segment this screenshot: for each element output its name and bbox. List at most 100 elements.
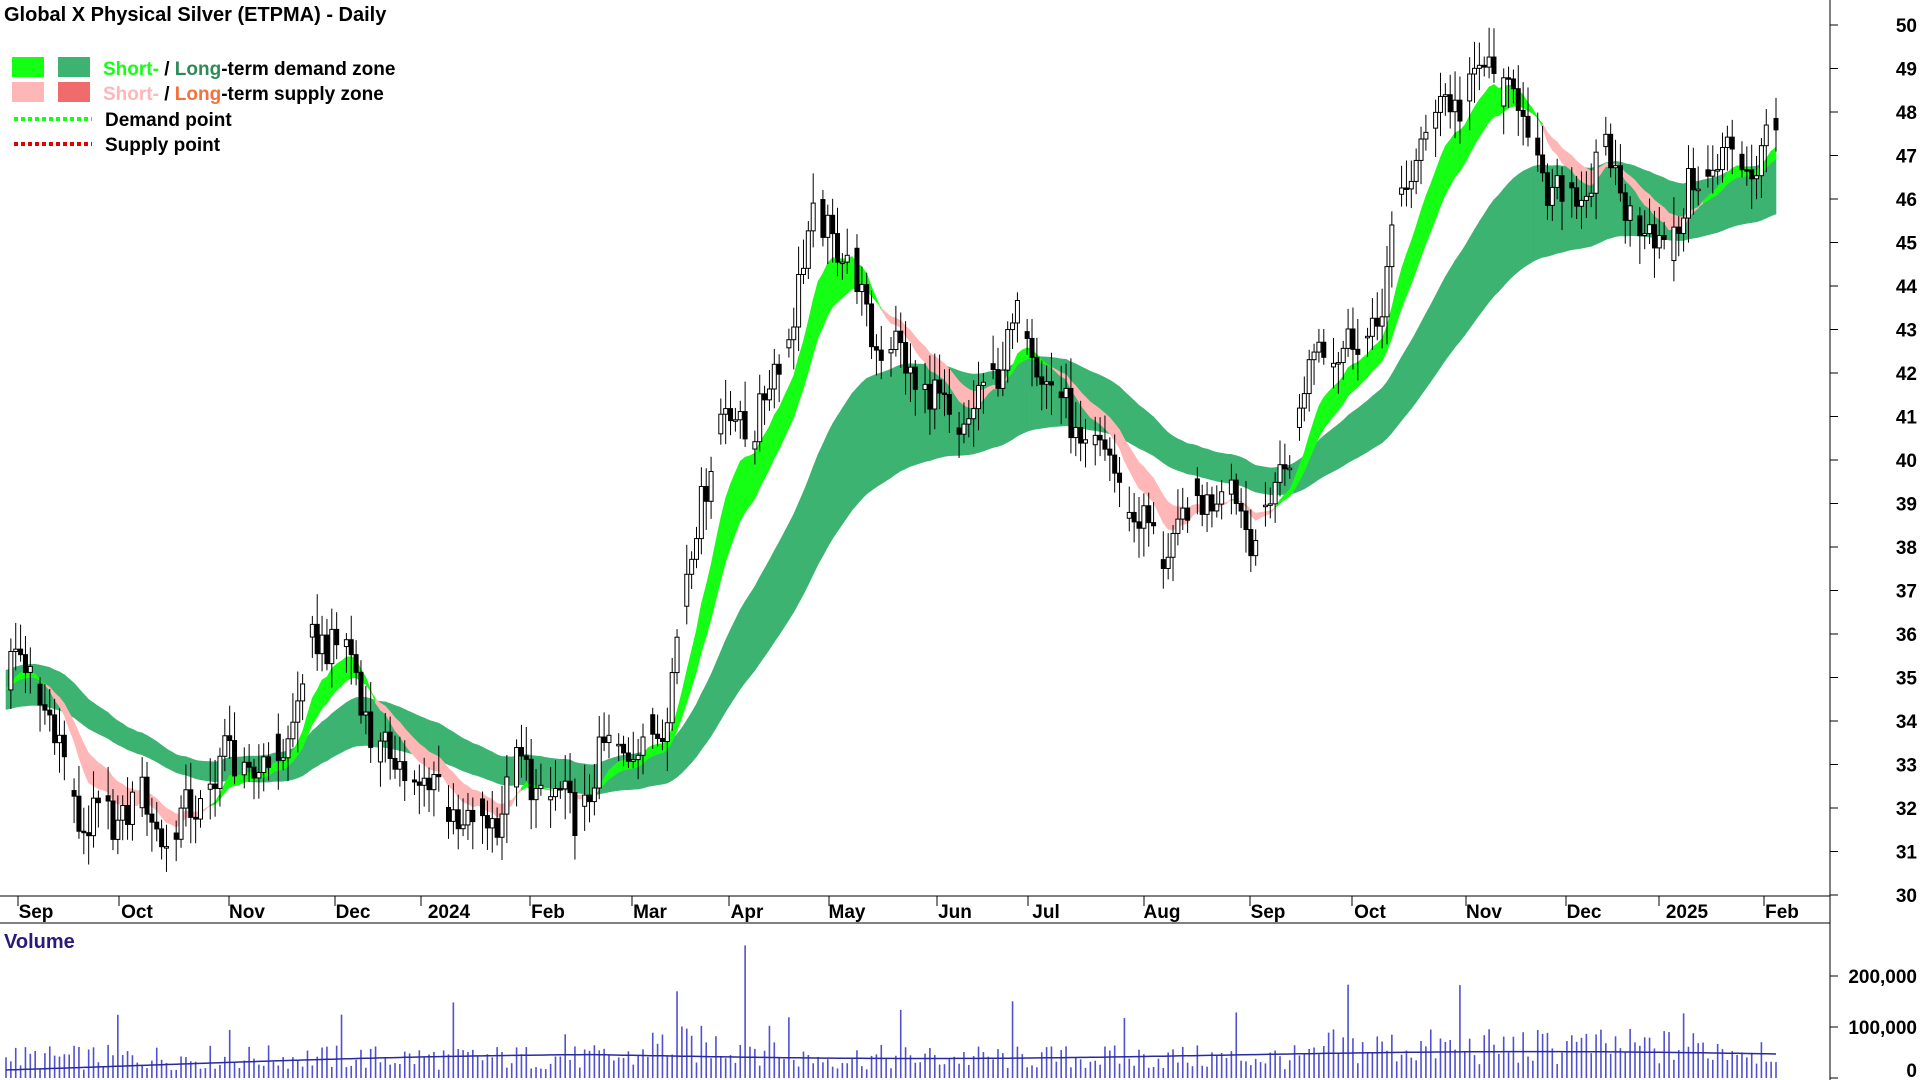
long-zone-segment <box>1445 267 1451 362</box>
candle-body <box>81 830 87 834</box>
long-zone-segment <box>1498 188 1504 292</box>
candle-body <box>698 485 704 540</box>
candle-body <box>1243 510 1249 531</box>
candle-body <box>1194 478 1200 497</box>
candle-body <box>280 757 286 761</box>
long-zone-segment <box>1323 431 1329 477</box>
long-zone-segment <box>963 371 970 456</box>
candle-body <box>1083 439 1089 444</box>
long-zone-segment <box>545 757 551 789</box>
candle-body <box>1681 217 1687 234</box>
candle-body <box>120 805 126 821</box>
long-zone-segment <box>1629 164 1636 237</box>
candle-body <box>1744 169 1750 172</box>
time-tick-label: Aug <box>1144 902 1181 923</box>
candle-body <box>1117 472 1123 483</box>
candle-body <box>1588 192 1594 197</box>
long-zone-segment <box>540 756 547 789</box>
candle-body <box>1228 479 1234 495</box>
time-tick-label: Nov <box>1466 902 1502 923</box>
candle-body <box>1486 56 1492 68</box>
candle-body <box>1233 479 1239 504</box>
long-zone-segment <box>102 708 109 739</box>
long-zone-segment <box>803 479 809 595</box>
candle-body <box>188 789 194 818</box>
price-tick-label: 50 <box>1896 16 1917 37</box>
long-zone-segment <box>321 717 328 764</box>
long-zone-segment <box>462 737 469 774</box>
candle-body <box>552 788 558 798</box>
candle-body <box>1608 133 1614 169</box>
long-zone-segment <box>871 373 877 491</box>
candle-body <box>232 740 238 777</box>
long-zone-segment <box>856 381 863 506</box>
long-zone-segment <box>550 757 556 790</box>
candle-body <box>946 394 952 415</box>
long-zone-segment <box>1376 387 1383 447</box>
candle-body <box>956 427 962 435</box>
candle-body <box>523 755 529 760</box>
short-zone-segment <box>827 256 833 317</box>
long-zone-segment <box>555 758 561 790</box>
candle-body <box>562 780 568 790</box>
long-zone-segment <box>1566 165 1573 252</box>
long-zone-segment <box>467 740 474 775</box>
short-zone-segment <box>1586 167 1592 187</box>
long-zone-segment <box>1474 220 1480 323</box>
candle-body <box>1185 507 1191 521</box>
candle-body <box>1092 434 1098 446</box>
long-zone-segment <box>1522 168 1529 269</box>
price-tick-label: 39 <box>1896 495 1917 516</box>
long-zone-segment <box>929 364 936 461</box>
long-zone-segment <box>312 726 318 770</box>
candle-body <box>382 731 388 742</box>
candle-body <box>655 733 661 739</box>
candle-body <box>8 650 14 691</box>
candle-body <box>1549 186 1555 206</box>
short-zone-segment <box>1493 83 1500 118</box>
short-zone-segment <box>1445 138 1451 196</box>
candle-body <box>27 665 33 673</box>
long-zone-segment <box>336 705 342 756</box>
candle-body <box>1126 511 1132 519</box>
candle-body <box>61 734 67 758</box>
candle-body <box>1710 169 1716 177</box>
candle-body <box>1384 266 1390 318</box>
short-zone-segment <box>171 810 177 828</box>
time-tick-label: Feb <box>1765 902 1799 923</box>
candle-body <box>976 384 982 410</box>
long-zone-segment <box>1464 236 1470 336</box>
candle-body <box>548 796 554 801</box>
long-zone-segment <box>735 609 741 698</box>
candle-body <box>844 254 850 263</box>
short-zone-segment <box>739 456 746 522</box>
candle-body <box>1403 187 1409 190</box>
candle-body <box>805 230 811 269</box>
candle-body <box>1262 504 1268 508</box>
long-zone-segment <box>1041 356 1047 429</box>
time-tick-label: Jul <box>1032 902 1059 923</box>
candle-body <box>86 832 92 837</box>
candle-body <box>455 809 461 830</box>
short-zone-segment <box>1347 363 1354 397</box>
long-zone-segment <box>83 693 89 730</box>
candle-body <box>888 348 894 354</box>
candle-body <box>898 330 904 344</box>
candle-body <box>246 761 252 768</box>
candle-body <box>149 813 155 823</box>
candle-body <box>1000 369 1006 389</box>
long-zone-segment <box>987 370 994 450</box>
candle-body <box>1214 503 1220 512</box>
candle-body <box>1389 224 1395 268</box>
long-zone-segment <box>739 600 746 690</box>
candle-body <box>37 683 43 706</box>
candle-body <box>144 776 150 815</box>
candle-body <box>601 736 607 744</box>
long-zone-segment <box>457 734 464 772</box>
long-zone-segment <box>1167 432 1174 469</box>
candle-body <box>1136 521 1142 529</box>
candle-body <box>514 747 520 788</box>
candle-body <box>669 672 675 724</box>
candle-body <box>163 846 169 849</box>
chart-title: Global X Physical Silver (ETPMA) - Daily <box>4 4 387 26</box>
